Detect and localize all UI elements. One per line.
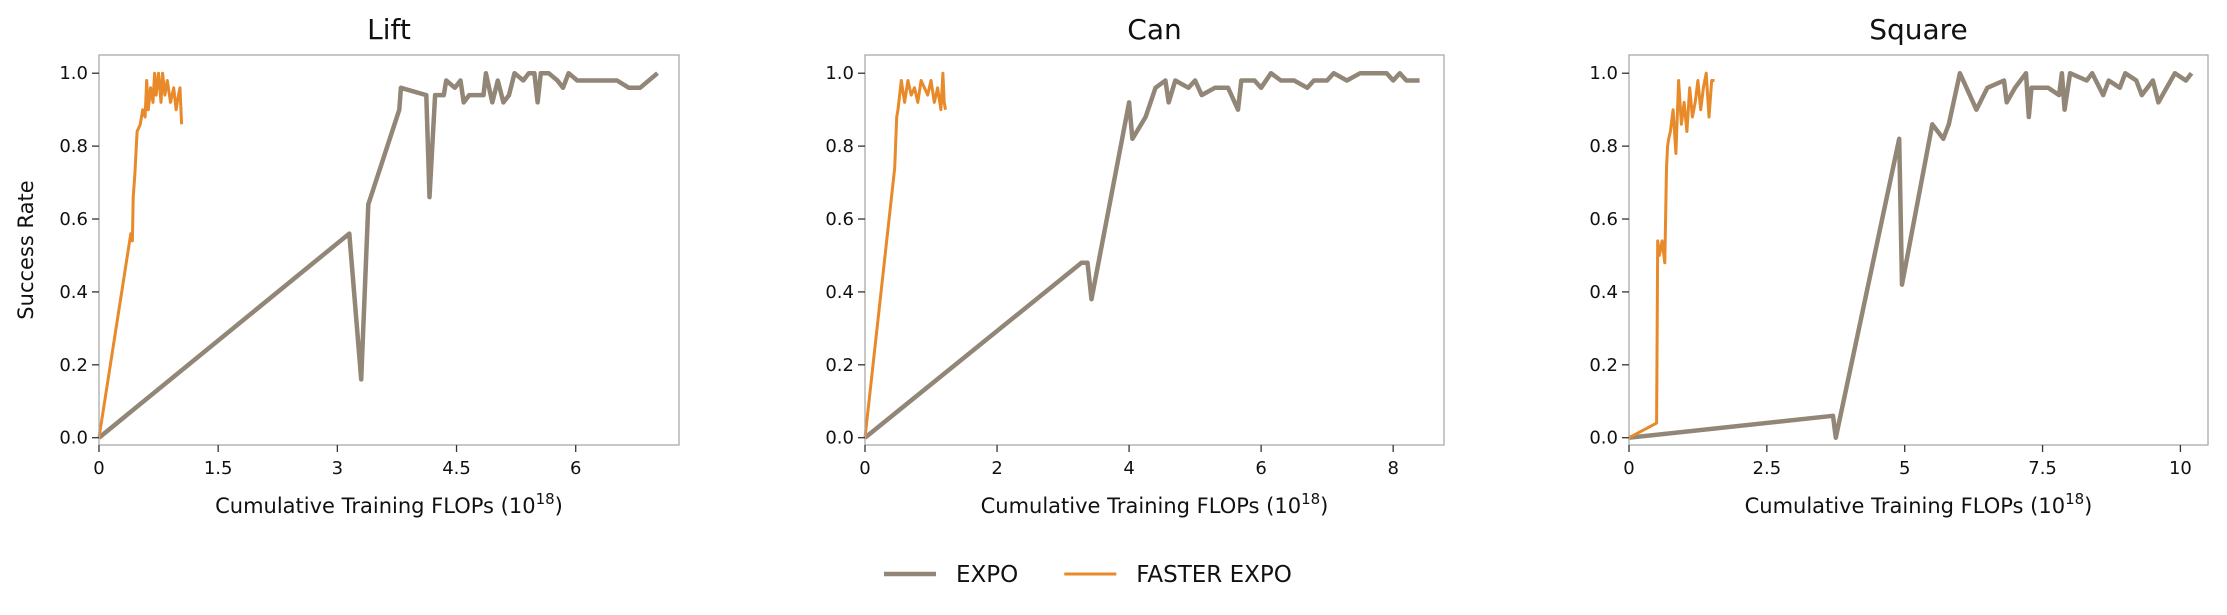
chart-title: Square — [1869, 13, 1968, 46]
plot-frame — [1628, 54, 2209, 446]
y-tick-label: 0.6 — [1589, 209, 1618, 230]
chart-title: Lift — [367, 13, 411, 46]
x-axis-label: Cumulative Training FLOPs (1018) — [981, 490, 1329, 518]
y-axis-label: Success Rate — [14, 180, 38, 319]
y-tick-label: 0.0 — [59, 428, 88, 449]
data-line — [1628, 71, 1715, 440]
y-tick-label: 1.0 — [825, 63, 854, 84]
y-tick-label: 0.6 — [825, 209, 854, 230]
y-tick-label: 0.0 — [1589, 428, 1618, 449]
y-tick-label: 0.2 — [825, 355, 854, 376]
x-tick-label: 0 — [1623, 458, 1634, 479]
x-tick-label: 5 — [1899, 458, 1910, 479]
data-line — [1628, 70, 2194, 440]
y-tick-label: 0.4 — [825, 282, 854, 303]
x-tick-label: 4 — [1123, 458, 1134, 479]
x-tick-label: 10 — [2169, 458, 2192, 479]
data-line — [863, 71, 947, 438]
data-line — [97, 70, 659, 440]
y-tick-label: 0.8 — [59, 136, 88, 157]
data-line — [97, 71, 184, 438]
x-tick-label: 0 — [859, 458, 870, 479]
x-tick-label: 6 — [570, 458, 581, 479]
x-tick-label: 8 — [1387, 458, 1398, 479]
y-tick-label: 0.4 — [1589, 282, 1618, 303]
x-tick-label: 3 — [332, 458, 343, 479]
y-tick-label: 1.0 — [59, 63, 88, 84]
x-tick-label: 1.5 — [204, 458, 233, 479]
x-axis-label: Cumulative Training FLOPs (1018) — [215, 490, 563, 518]
legend-label: EXPO — [956, 562, 1018, 588]
data-line — [863, 70, 1420, 440]
x-tick-label: 4.5 — [442, 458, 471, 479]
x-tick-label: 0 — [93, 458, 104, 479]
x-tick-label: 2.5 — [1753, 458, 1782, 479]
x-tick-label: 6 — [1255, 458, 1266, 479]
y-tick-label: 0.6 — [59, 209, 88, 230]
x-tick-label: 2 — [991, 458, 1002, 479]
y-tick-label: 0.2 — [1589, 355, 1618, 376]
chart-title: Can — [1127, 13, 1181, 46]
y-tick-label: 0.4 — [59, 282, 88, 303]
y-tick-label: 1.0 — [1589, 63, 1618, 84]
plot-frame — [864, 54, 1445, 446]
x-tick-label: 7.5 — [2028, 458, 2057, 479]
legend-label: FASTER EXPO — [1136, 562, 1292, 588]
y-tick-label: 0.0 — [825, 428, 854, 449]
plot-frame — [98, 54, 680, 446]
y-tick-label: 0.8 — [825, 136, 854, 157]
y-tick-label: 0.8 — [1589, 136, 1618, 157]
y-tick-label: 0.2 — [59, 355, 88, 376]
x-axis-label: Cumulative Training FLOPs (1018) — [1745, 490, 2093, 518]
